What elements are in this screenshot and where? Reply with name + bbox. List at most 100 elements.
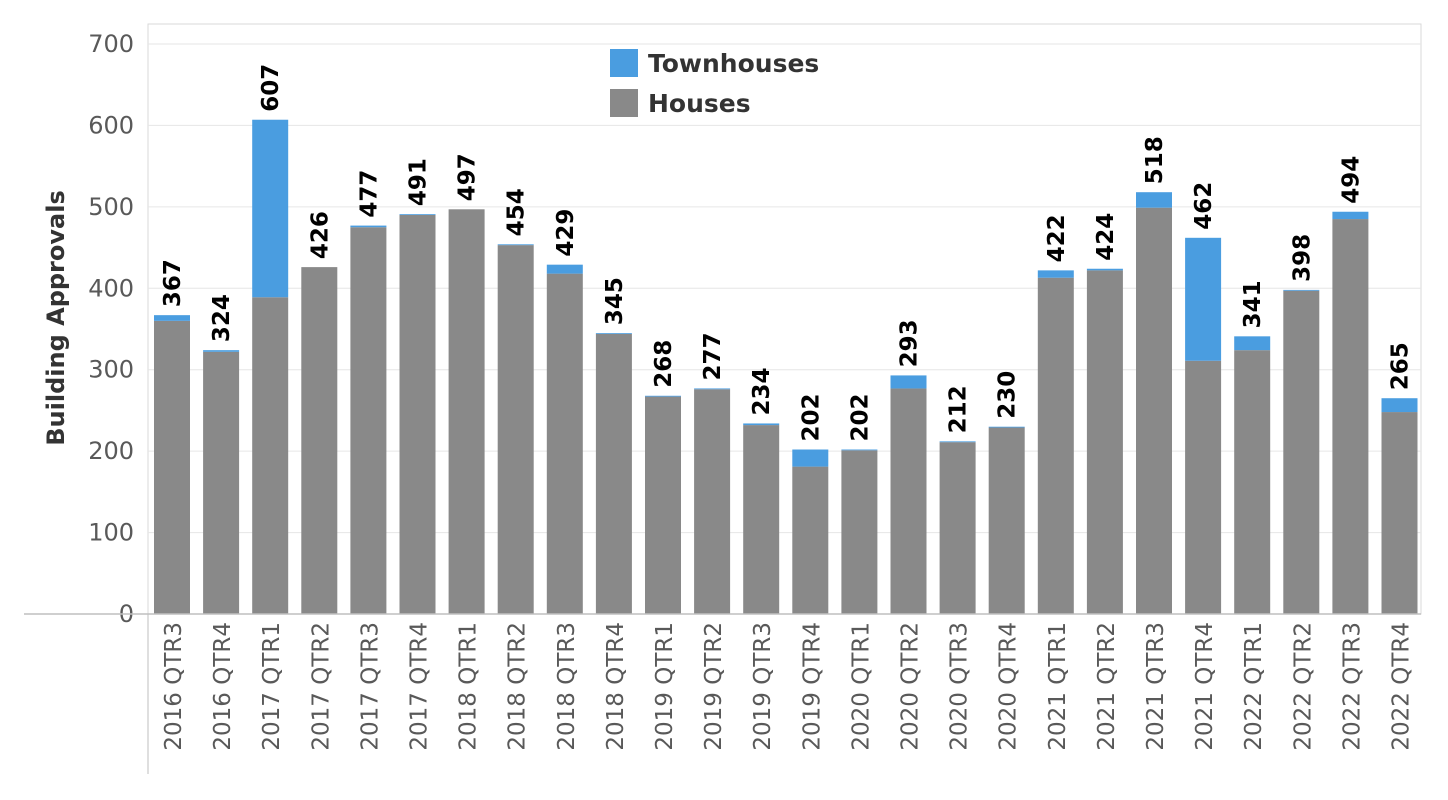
bar-townhouses bbox=[1332, 211, 1369, 220]
total-data-label: 324 bbox=[209, 294, 235, 342]
bar-townhouses bbox=[203, 350, 240, 352]
plot-frame bbox=[147, 23, 1422, 615]
bar-townhouses bbox=[645, 395, 681, 397]
bar-houses bbox=[546, 273, 583, 614]
y-tick-label: 200 bbox=[88, 437, 134, 465]
legend-label: Townhouses bbox=[648, 49, 819, 78]
total-data-label: 341 bbox=[1240, 280, 1266, 328]
bar-houses bbox=[841, 450, 878, 614]
total-data-label: 367 bbox=[160, 259, 186, 307]
legend-swatch bbox=[610, 49, 638, 77]
total-data-label: 212 bbox=[946, 385, 972, 433]
bar-townhouses bbox=[694, 388, 731, 390]
bar-houses bbox=[399, 215, 436, 614]
total-data-label: 422 bbox=[1044, 214, 1070, 262]
y-tick-label: 600 bbox=[88, 111, 134, 139]
x-tick-label: 2021 QTR4 bbox=[1192, 622, 1218, 751]
bar-townhouses bbox=[939, 441, 976, 443]
total-data-label: 477 bbox=[356, 170, 382, 218]
bar-houses bbox=[792, 466, 829, 614]
x-tick-label: 2022 QTR2 bbox=[1290, 622, 1316, 751]
bar-houses bbox=[1086, 270, 1123, 614]
bar-townhouses bbox=[988, 426, 1025, 428]
bar-townhouses bbox=[1086, 268, 1123, 271]
total-data-label: 429 bbox=[553, 209, 579, 257]
x-tick-label: 2018 QTR4 bbox=[603, 622, 629, 751]
bar-houses bbox=[1185, 360, 1222, 614]
bar-houses bbox=[645, 396, 681, 614]
x-tick-label: 2019 QTR1 bbox=[652, 622, 678, 751]
total-data-label: 265 bbox=[1388, 342, 1414, 390]
total-data-label: 277 bbox=[700, 332, 726, 380]
total-data-label: 607 bbox=[258, 64, 284, 112]
x-tick-label: 2016 QTR3 bbox=[161, 622, 187, 751]
bar-houses bbox=[939, 442, 976, 614]
bar-houses bbox=[1283, 290, 1320, 614]
legend-swatch bbox=[610, 89, 638, 117]
total-data-label: 494 bbox=[1338, 156, 1364, 204]
legend-label: Houses bbox=[648, 89, 751, 118]
total-data-label: 230 bbox=[995, 371, 1021, 419]
x-tick-label: 2020 QTR3 bbox=[947, 622, 973, 751]
bar-townhouses bbox=[595, 333, 632, 334]
total-data-label: 345 bbox=[602, 277, 628, 325]
y-tick-label: 300 bbox=[88, 356, 134, 384]
data-labels: 367 324 607 426 477 491 497 454 429 345 268 277 234 2… bbox=[160, 64, 1414, 442]
bar-houses bbox=[988, 427, 1025, 614]
x-tick-label: 2020 QTR2 bbox=[898, 622, 924, 751]
bar-townhouses bbox=[841, 449, 878, 451]
y-tick-label: 400 bbox=[88, 274, 134, 302]
legend: Townhouses Houses bbox=[610, 49, 819, 118]
x-tick-label: 2019 QTR3 bbox=[750, 622, 776, 751]
x-tick-label: 2021 QTR1 bbox=[1045, 622, 1071, 751]
bar-houses bbox=[595, 333, 632, 614]
x-tick-label: 2019 QTR4 bbox=[799, 622, 825, 751]
bar-houses bbox=[743, 425, 780, 614]
x-tick-label: 2020 QTR1 bbox=[848, 622, 874, 751]
bar-townhouses bbox=[1381, 398, 1418, 413]
bar-houses bbox=[890, 388, 927, 614]
x-tick-label: 2017 QTR2 bbox=[308, 622, 334, 751]
bar-houses bbox=[252, 297, 289, 614]
y-tick-label: 700 bbox=[88, 30, 134, 58]
total-data-label: 497 bbox=[455, 153, 481, 201]
x-tick-label: 2022 QTR4 bbox=[1389, 622, 1415, 751]
x-tick-label: 2021 QTR3 bbox=[1143, 622, 1169, 751]
total-data-label: 491 bbox=[406, 158, 432, 206]
total-data-label: 424 bbox=[1093, 213, 1119, 261]
bar-townhouses bbox=[1283, 289, 1320, 291]
bar-townhouses bbox=[890, 375, 927, 389]
bar-houses bbox=[203, 351, 240, 614]
bar-townhouses bbox=[792, 449, 829, 467]
total-data-label: 462 bbox=[1191, 182, 1217, 230]
gridlines bbox=[147, 23, 1422, 615]
bars bbox=[154, 119, 1418, 615]
bar-townhouses bbox=[399, 214, 436, 215]
total-data-label: 268 bbox=[651, 340, 677, 388]
x-tick-label: 2020 QTR4 bbox=[996, 622, 1022, 751]
bar-houses bbox=[1332, 219, 1369, 615]
x-tick-label: 2018 QTR2 bbox=[505, 622, 531, 751]
x-tick-label: 2022 QTR1 bbox=[1241, 622, 1267, 751]
y-axis-title: Building Approvals bbox=[42, 190, 70, 445]
bar-houses bbox=[1381, 412, 1418, 614]
bar-houses bbox=[1136, 207, 1172, 614]
bar-townhouses bbox=[350, 225, 387, 228]
x-tick-label: 2021 QTR2 bbox=[1094, 622, 1120, 751]
bar-houses bbox=[154, 320, 190, 614]
bar-townhouses bbox=[743, 423, 780, 426]
total-data-label: 202 bbox=[847, 393, 873, 441]
x-tick-label: 2017 QTR4 bbox=[407, 622, 433, 751]
total-data-label: 426 bbox=[307, 211, 333, 259]
x-tick-label: 2019 QTR2 bbox=[701, 622, 727, 751]
x-tick-label: 2016 QTR4 bbox=[210, 622, 236, 751]
bar-townhouses bbox=[1136, 192, 1172, 208]
bar-townhouses bbox=[252, 119, 289, 298]
bar-houses bbox=[1234, 350, 1271, 614]
total-data-label: 293 bbox=[897, 319, 923, 367]
bar-townhouses bbox=[497, 244, 534, 246]
bar-houses bbox=[1037, 277, 1074, 614]
total-data-label: 202 bbox=[798, 393, 824, 441]
